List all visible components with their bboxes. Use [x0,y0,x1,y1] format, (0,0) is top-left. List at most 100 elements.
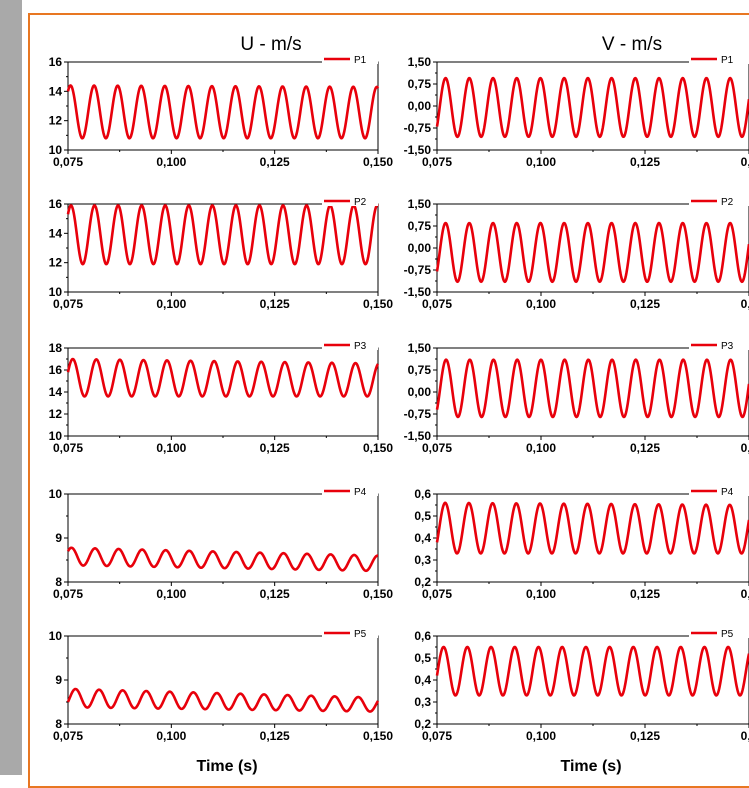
x-tick-label: 0,150 [363,441,393,455]
x-tick-label: 0,150 [363,587,393,601]
y-tick-label: -0,75 [404,121,432,135]
x-tick-label: 0,075 [53,441,83,455]
x-tick-label: 0,075 [422,441,452,455]
x-tick-label: 0,075 [53,155,83,169]
x-tick-label: 0,100 [526,155,556,169]
y-tick-label: 0,4 [414,531,431,545]
legend-label: P5 [721,629,734,640]
y-tick-label: 10 [49,143,63,157]
xlabel-v: Time (s) [560,758,621,775]
y-tick-label: 16 [49,197,63,211]
y-tick-label: -1,50 [404,143,432,157]
panel-u-p3: 10 12 14 16 18 0,075 0,100 0,125 0,150 P3 [49,338,393,455]
x-tick-label: 0,125 [260,729,290,743]
y-tick-label: 0,3 [414,553,431,567]
x-tick-label: 0,125 [260,587,290,601]
x-tick-label: 0,100 [526,729,556,743]
series-line [435,358,749,419]
y-tick-label: 0,3 [414,695,431,709]
legend-label: P5 [354,629,367,640]
x-tick-label: 0,100 [156,155,186,169]
y-tick-label: 0,2 [414,717,431,731]
series-line [66,204,379,266]
legend-bg [689,338,749,350]
series-line [435,501,749,555]
y-tick-label: 0,75 [408,219,432,233]
y-tick-label: 0,5 [414,509,431,523]
y-tick-label: 0,4 [414,673,431,687]
x-tick-label: 0,075 [53,587,83,601]
panel-v-p4: 0,2 0,3 0,4 0,5 0,6 0,075 0,100 0,125 0,1 P4 [414,484,749,601]
legend-bg [689,626,749,638]
x-tick-label: 0,125 [630,587,660,601]
legend-label: P2 [721,197,734,208]
y-tick-label: 12 [49,256,63,270]
y-tick-label: 0,75 [408,77,432,91]
y-tick-label: 0,6 [414,487,431,501]
x-tick-label: 0,075 [53,297,83,311]
y-tick-label: -0,75 [404,263,432,277]
y-tick-label: 0,6 [414,629,431,643]
y-tick-label: 10 [49,429,63,443]
x-tick-label: 0,125 [630,155,660,169]
legend-bg [689,194,749,206]
y-tick-label: 10 [49,285,63,299]
x-tick-label: 0,125 [260,441,290,455]
y-tick-label: 8 [55,717,62,731]
y-tick-label: -1,50 [404,429,432,443]
series-line [66,687,380,713]
panel-u-p1: 10 12 14 16 0,075 0,100 0,125 0,150 P1 [49,52,393,169]
panel-v-p1: -1,50 -0,75 0,00 0,75 1,50 0,075 0,100 0,125 0,1… [404,52,749,169]
y-tick-label: 14 [49,226,63,240]
series-line [435,645,749,697]
x-tick-label: 0,125 [630,729,660,743]
y-tick-label: -0,75 [404,407,432,421]
legend-label: P1 [721,55,734,66]
x-tick-label: 0,075 [422,587,452,601]
x-tick-label: 0,1 [741,441,749,455]
legend-label: P4 [721,487,734,498]
y-tick-label: 0,2 [414,575,431,589]
title-u: U - m/s [240,34,301,55]
x-tick-label: 0,1 [741,587,749,601]
axes-box [436,347,749,437]
x-tick-label: 0,125 [260,297,290,311]
y-tick-label: 1,50 [408,55,432,69]
series-line [435,76,749,139]
x-tick-label: 0,1 [741,729,749,743]
x-tick-label: 0,150 [363,297,393,311]
y-tick-label: 8 [55,575,62,589]
series-line [66,546,379,573]
x-tick-label: 0,100 [156,297,186,311]
y-tick-label: 14 [49,84,63,98]
x-tick-label: 0,100 [526,441,556,455]
y-tick-label: 12 [49,407,63,421]
xlabel-u: Time (s) [196,758,257,775]
x-tick-label: 0,100 [156,729,186,743]
y-tick-label: 10 [49,487,63,501]
panel-v-p2: -1,50 -0,75 0,00 0,75 1,50 0,075 0,100 0,125 0,1… [404,194,749,311]
x-tick-label: 0,100 [156,441,186,455]
x-tick-label: 0,150 [363,155,393,169]
panel-v-p3: -1,50 -0,75 0,00 0,75 1,50 0,075 0,100 0,125 0,1… [404,338,749,455]
y-tick-label: 1,50 [408,341,432,355]
x-tick-label: 0,075 [422,297,452,311]
y-tick-label: -1,50 [404,285,432,299]
axes-box [67,635,379,725]
legend-label: P2 [354,197,367,208]
y-tick-label: 1,50 [408,197,432,211]
y-tick-label: 9 [55,531,62,545]
y-tick-label: 12 [49,114,63,128]
x-tick-label: 0,125 [630,297,660,311]
y-tick-label: 16 [49,55,63,69]
legend-label: P3 [721,341,734,352]
y-tick-label: 10 [49,629,63,643]
y-tick-label: 16 [49,363,63,377]
y-tick-label: 0,00 [408,385,432,399]
x-tick-label: 0,100 [526,297,556,311]
title-v: V - m/s [602,34,662,55]
series-line [435,221,749,284]
legend-bg [689,52,749,64]
y-tick-label: 0,00 [408,241,432,255]
